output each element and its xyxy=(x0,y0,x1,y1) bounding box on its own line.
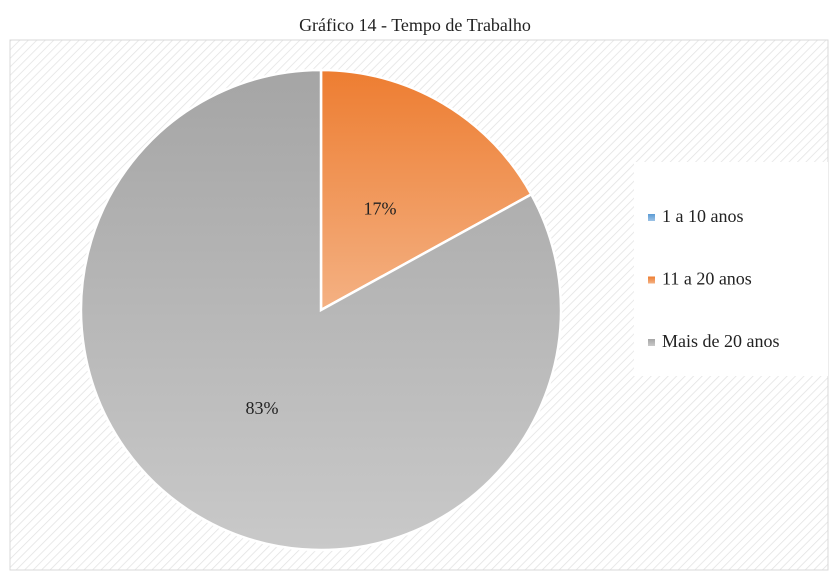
legend-box xyxy=(634,162,828,376)
legend-label: 1 a 10 anos xyxy=(662,206,743,226)
data-label: 17% xyxy=(364,198,397,218)
data-label: 83% xyxy=(245,398,278,418)
legend-marker xyxy=(648,214,655,221)
legend-marker xyxy=(648,339,655,346)
legend-label: Mais de 20 anos xyxy=(662,331,779,351)
pie-slice xyxy=(319,68,534,313)
pie-slice xyxy=(79,68,563,552)
legend-marker xyxy=(648,276,655,284)
legend-label: 11 a 20 anos xyxy=(662,269,752,289)
chart-title: Gráfico 14 - Tempo de Trabalho xyxy=(299,15,531,35)
